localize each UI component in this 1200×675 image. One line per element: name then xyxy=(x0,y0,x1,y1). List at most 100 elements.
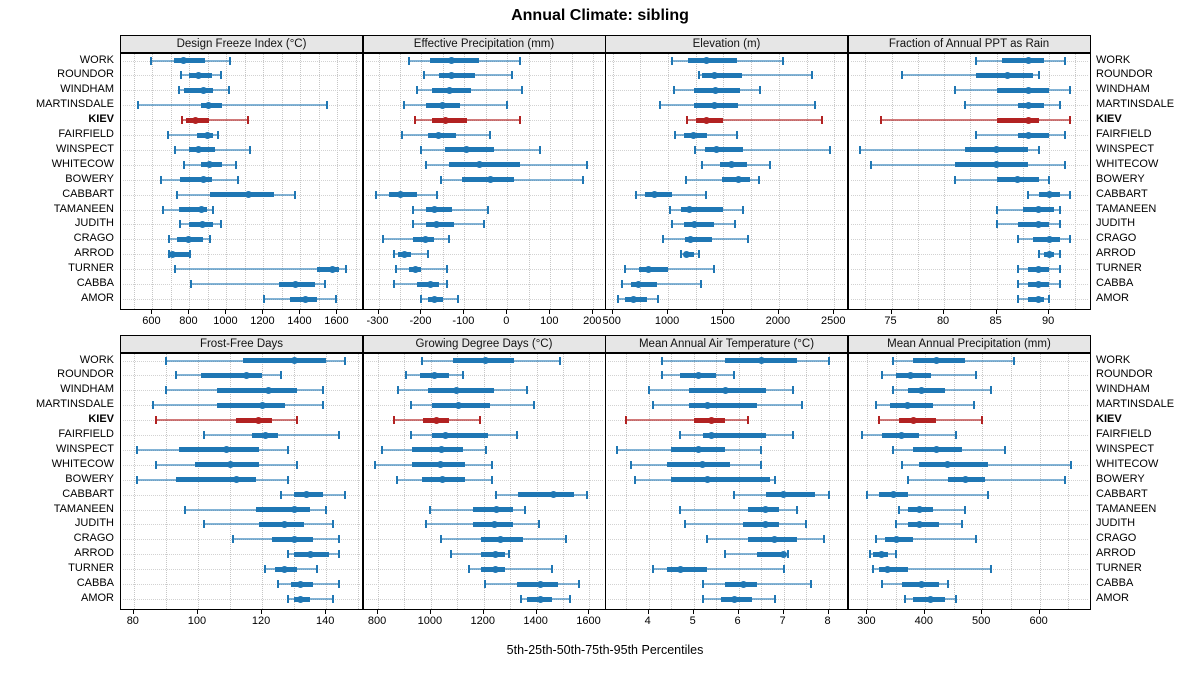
median-dot xyxy=(197,206,205,214)
interquartile-box xyxy=(236,417,272,423)
median-dot xyxy=(301,295,309,303)
panel-title: Design Freeze Index (°C) xyxy=(176,38,307,50)
whisker-cap-5th xyxy=(669,205,672,214)
panel-axis: 600 800 1000 1200 1400 1600 xyxy=(120,310,363,332)
median-dot xyxy=(645,265,653,273)
whisker-cap-95th xyxy=(490,475,493,484)
axis-tick-label: 800 xyxy=(179,315,198,327)
row-guide xyxy=(365,375,603,377)
median-dot xyxy=(694,371,702,379)
whisker-cap-5th xyxy=(880,580,883,589)
row-label: MARTINSDALE xyxy=(1096,398,1175,411)
whisker-line xyxy=(393,253,428,256)
gridline xyxy=(563,354,565,609)
axis-tick-label: 500 xyxy=(972,615,991,627)
axis-tick-label: 600 xyxy=(142,315,161,327)
row-guide xyxy=(123,599,360,600)
whisker-cap-95th xyxy=(741,205,744,214)
whisker-cap-5th xyxy=(875,535,878,544)
panel-header: Growing Degree Days (°C) xyxy=(362,335,606,353)
row-label: AMOR xyxy=(81,592,114,604)
whisker-line xyxy=(702,583,811,586)
gridline xyxy=(589,354,591,609)
row-label: WINSPECT xyxy=(1096,442,1155,455)
whisker-cap-5th xyxy=(901,71,904,80)
whisker-cap-95th xyxy=(760,445,763,454)
median-dot xyxy=(932,357,940,364)
whisker-cap-5th xyxy=(404,371,407,380)
whisker-cap-95th xyxy=(1063,131,1066,140)
gridline xyxy=(626,354,628,609)
whisker-cap-95th xyxy=(322,401,325,410)
gridline xyxy=(294,354,296,609)
interquartile-box xyxy=(412,447,463,453)
axis-tick xyxy=(535,610,537,614)
row-guide xyxy=(365,420,603,422)
whisker-cap-5th xyxy=(724,550,727,559)
whisker-cap-95th xyxy=(656,295,659,303)
axis-tick-label: 1200 xyxy=(470,615,495,627)
whisker-cap-95th xyxy=(704,190,707,199)
whisker-cap-95th xyxy=(747,235,750,244)
row-label: TAMANEEN xyxy=(1096,502,1157,515)
median-dot xyxy=(1035,265,1043,273)
gridline xyxy=(834,54,836,309)
median-dot xyxy=(1035,206,1043,214)
whisker-cap-95th xyxy=(1063,56,1066,65)
whisker-cap-95th xyxy=(523,505,526,514)
axis-tick-label: 1400 xyxy=(523,615,548,627)
row-label: FAIRFIELD xyxy=(58,128,114,141)
row-label: AMOR xyxy=(1096,592,1129,604)
axis-tick xyxy=(667,310,669,314)
median-dot xyxy=(687,235,695,243)
interquartile-box xyxy=(432,117,467,123)
whisker-cap-95th xyxy=(809,580,812,589)
row-guide xyxy=(608,269,845,271)
whisker-cap-5th xyxy=(898,505,900,514)
whisker-cap-95th xyxy=(478,416,481,425)
gridline xyxy=(281,54,283,309)
median-dot xyxy=(780,550,788,558)
interquartile-box xyxy=(645,192,672,198)
whisker-cap-5th xyxy=(701,595,704,603)
row-guide xyxy=(365,494,603,496)
axis-tick-label: 2500 xyxy=(821,315,846,327)
median-dot xyxy=(703,476,711,484)
axis-tick-label: 1500 xyxy=(710,315,735,327)
whisker-cap-95th xyxy=(733,371,736,380)
row-label: ROUNDOR xyxy=(57,68,114,81)
row-guide xyxy=(850,60,1088,62)
whisker-cap-5th xyxy=(693,145,696,154)
whisker-cap-95th xyxy=(487,205,490,214)
whisker-cap-95th xyxy=(446,280,449,289)
axis-tick xyxy=(737,610,739,614)
interquartile-box xyxy=(183,87,214,93)
row-guide xyxy=(608,284,845,286)
interquartile-box xyxy=(449,162,521,168)
whisker-cap-95th xyxy=(773,475,776,484)
median-dot xyxy=(400,250,408,258)
interquartile-box xyxy=(996,117,1039,123)
median-dot xyxy=(430,295,438,303)
whisker-cap-5th xyxy=(381,235,384,244)
axis-tick xyxy=(981,610,983,614)
gridline xyxy=(400,54,401,309)
axis-tick xyxy=(463,310,465,314)
axis-tick-label: 120 xyxy=(251,615,271,627)
whisker-cap-95th xyxy=(344,356,347,365)
whisker-cap-5th xyxy=(625,416,628,425)
whisker-line xyxy=(902,74,1039,77)
median-dot xyxy=(242,371,250,379)
median-dot xyxy=(915,506,923,514)
row-label: WORK xyxy=(79,353,114,366)
whisker-cap-95th xyxy=(461,371,464,380)
panel-title: Mean Annual Air Temperature (°C) xyxy=(638,338,815,350)
whisker-cap-95th xyxy=(538,145,541,154)
whisker-cap-5th xyxy=(152,401,155,410)
median-dot xyxy=(918,580,926,588)
median-dot xyxy=(762,520,770,528)
median-dot xyxy=(281,520,289,528)
whisker-cap-95th xyxy=(234,160,237,169)
whisker-cap-5th xyxy=(374,460,377,469)
row-label: WINSPECT xyxy=(55,442,114,455)
